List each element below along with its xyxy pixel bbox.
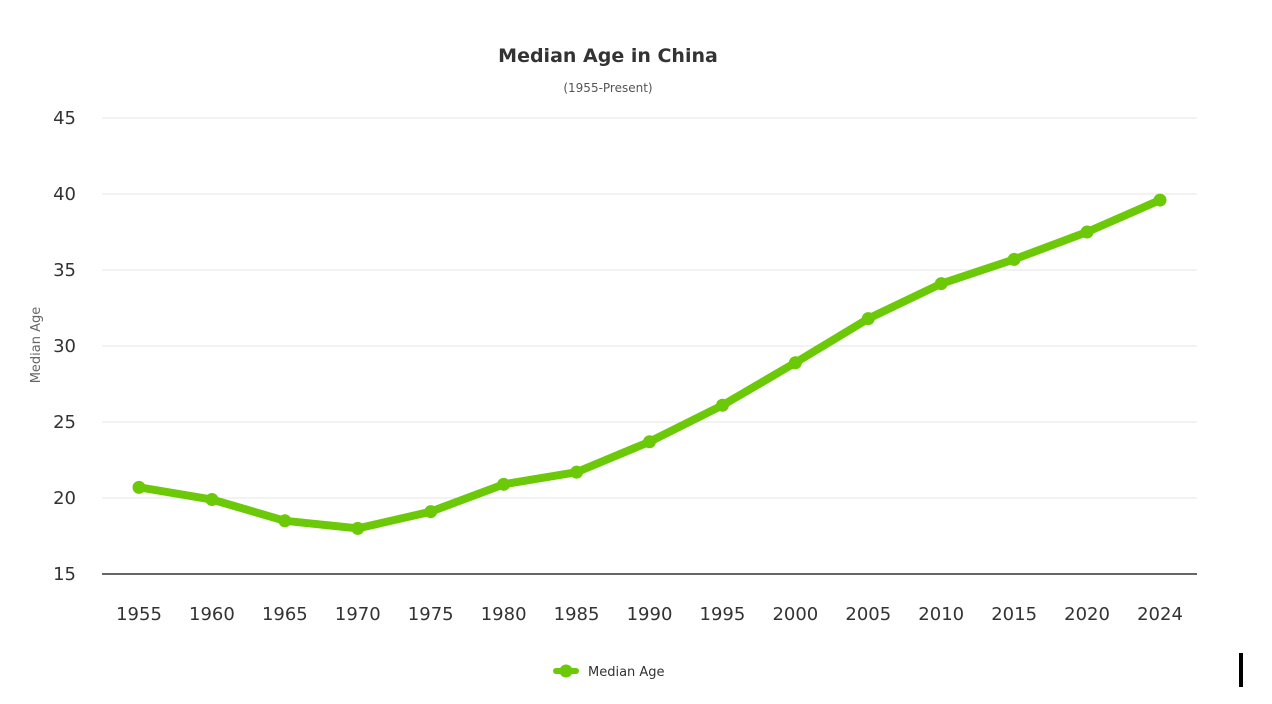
x-tick-label: 2024 xyxy=(1137,604,1183,625)
data-point[interactable] xyxy=(715,398,729,412)
series-line xyxy=(135,196,1164,533)
y-tick-label: 15 xyxy=(53,564,76,585)
data-point[interactable] xyxy=(132,480,146,494)
x-tick-label: 1960 xyxy=(189,604,235,625)
legend-label: Median Age xyxy=(588,665,665,680)
y-axis-ticks: 15 20 25 30 35 40 45 xyxy=(53,108,76,585)
x-tick-label: 1995 xyxy=(700,604,746,625)
y-axis-label: Median Age xyxy=(29,307,44,384)
x-axis-ticks: 1955 1960 1965 1970 1975 1980 1985 1990 1995 2000… xyxy=(116,604,1183,625)
data-point[interactable] xyxy=(351,521,365,535)
legend[interactable]: Median Age xyxy=(553,664,665,681)
data-point[interactable] xyxy=(861,312,875,326)
x-tick-label: 2020 xyxy=(1064,604,1110,625)
y-tick-label: 25 xyxy=(53,412,76,433)
x-tick-label: 1955 xyxy=(116,604,162,625)
data-point[interactable] xyxy=(934,277,948,291)
data-point[interactable] xyxy=(424,505,438,519)
x-tick-label: 2010 xyxy=(918,604,964,625)
y-tick-label: 40 xyxy=(53,184,76,205)
x-tick-label: 2000 xyxy=(772,604,818,625)
x-tick-label: 2015 xyxy=(991,604,1037,625)
x-tick-label: 1980 xyxy=(481,604,527,625)
y-tick-label: 45 xyxy=(53,108,76,129)
data-point[interactable] xyxy=(205,493,219,507)
data-point[interactable] xyxy=(570,465,584,479)
chart-subtitle: (1955-Present) xyxy=(563,81,652,95)
data-point[interactable] xyxy=(497,477,511,491)
series-layer xyxy=(132,193,1167,535)
data-point[interactable] xyxy=(278,514,292,528)
data-point[interactable] xyxy=(1080,225,1094,239)
x-tick-label: 1985 xyxy=(554,604,600,625)
legend-dot-marker xyxy=(559,664,573,678)
x-tick-label: 2005 xyxy=(845,604,891,625)
x-tick-label: 1990 xyxy=(627,604,673,625)
x-tick-label: 1965 xyxy=(262,604,308,625)
data-point[interactable] xyxy=(643,435,656,449)
data-point[interactable] xyxy=(1153,193,1167,207)
text-cursor xyxy=(1239,653,1243,687)
y-tick-label: 30 xyxy=(53,336,76,357)
data-point[interactable] xyxy=(1007,252,1021,266)
data-point[interactable] xyxy=(788,356,802,370)
x-tick-label: 1975 xyxy=(408,604,454,625)
y-tick-label: 20 xyxy=(53,488,76,509)
x-tick-label: 1970 xyxy=(335,604,381,625)
chart-title: Median Age in China xyxy=(498,45,718,67)
y-tick-label: 35 xyxy=(53,260,76,281)
grid xyxy=(102,117,1197,499)
